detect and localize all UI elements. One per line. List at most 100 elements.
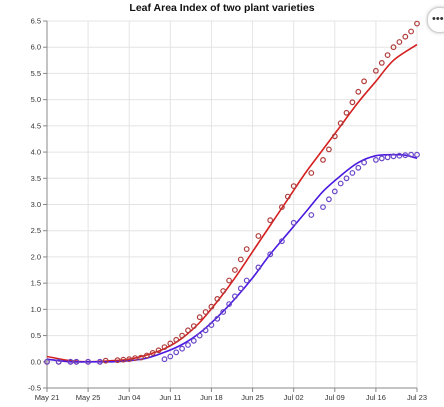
data-point-series-2 <box>308 212 315 218</box>
data-point-series-1 <box>414 20 420 27</box>
data-point-series-1 <box>267 217 274 224</box>
data-point-series-2 <box>196 332 203 339</box>
data-point-series-2 <box>343 175 350 182</box>
data-point-series-1 <box>161 344 168 351</box>
y-tick-label: 4.0 <box>31 148 41 157</box>
data-point-series-1 <box>231 267 238 273</box>
data-point-series-1 <box>331 133 338 140</box>
data-point-series-2 <box>373 156 379 163</box>
data-point-series-2 <box>179 345 186 352</box>
data-point-series-2 <box>402 152 409 159</box>
data-point-series-1 <box>373 67 379 74</box>
data-point-series-2 <box>243 277 250 284</box>
data-point-series-1 <box>237 256 244 263</box>
y-tick-label: 0.0 <box>31 357 41 366</box>
tick-label-layer: -0.5 0.0 0.5 1.0 1.5 2.0 2.5 3.0 3.5 4.0 4.5 5.0 5.5… <box>28 17 427 403</box>
data-point-series-1 <box>320 156 326 163</box>
data-point-series-1 <box>243 246 250 253</box>
data-point-series-2 <box>202 327 209 334</box>
x-tick-label: Jun 11 <box>159 393 181 402</box>
data-point-series-2 <box>326 196 332 203</box>
axis-layer <box>43 20 418 392</box>
data-point-series-1 <box>349 99 356 106</box>
data-point-series-1 <box>149 350 156 356</box>
y-tick-label: 4.5 <box>31 121 41 130</box>
x-tick-label: Jun 04 <box>118 393 141 402</box>
x-tick-label: Jul 16 <box>366 393 386 402</box>
data-point-series-1 <box>279 204 285 211</box>
data-point-series-2 <box>255 264 262 271</box>
data-point-series-1 <box>155 347 162 354</box>
data-point-series-1 <box>255 233 262 239</box>
data-point-series-2 <box>85 358 91 365</box>
data-point-series-1 <box>290 183 297 190</box>
y-tick-label: 5.0 <box>31 95 41 104</box>
data-point-series-1 <box>308 170 315 176</box>
data-point-series-2 <box>384 154 391 161</box>
data-point-series-1 <box>226 277 233 284</box>
chart-menu-button[interactable]: ••• <box>427 7 444 33</box>
data-point-series-2 <box>167 353 174 360</box>
y-tick-label: 2.5 <box>31 226 41 235</box>
data-point-series-1 <box>120 356 127 363</box>
x-tick-label: Jun 18 <box>200 393 223 402</box>
data-point-series-1 <box>202 309 209 315</box>
data-point-series-2 <box>408 151 415 158</box>
data-point-series-2 <box>96 358 103 365</box>
data-point-series-1 <box>167 340 174 347</box>
chart-title: Leaf Area Index of two plant varieties <box>129 2 315 14</box>
data-point-series-2 <box>390 153 397 160</box>
data-point-series-2 <box>378 155 385 162</box>
data-point-series-1 <box>284 193 291 200</box>
data-point-series-1 <box>408 28 415 35</box>
x-tick-label: Jul 23 <box>407 393 427 402</box>
data-point-series-2 <box>161 356 168 363</box>
data-point-series-2 <box>226 301 233 308</box>
data-point-series-2 <box>208 322 215 329</box>
data-point-series-1 <box>402 33 409 40</box>
fit-line-2 <box>46 153 418 363</box>
data-point-series-1 <box>179 332 186 339</box>
x-tick-label: Jun 25 <box>241 393 264 402</box>
data-point-series-1 <box>126 356 133 363</box>
data-point-series-1 <box>114 357 121 364</box>
data-point-series-1 <box>185 327 191 334</box>
y-tick-label: 3.0 <box>31 200 41 209</box>
data-point-series-1 <box>102 357 109 364</box>
data-point-series-2 <box>290 219 297 226</box>
fit-line-1 <box>46 43 418 363</box>
data-point-series-2 <box>361 159 368 166</box>
data-point-series-2 <box>173 349 180 356</box>
data-point-series-1 <box>384 52 391 58</box>
y-tick-label: 2.0 <box>31 252 41 261</box>
data-point-series-2 <box>355 164 362 171</box>
data-point-series-1 <box>396 39 403 45</box>
data-point-series-1 <box>361 78 368 85</box>
data-point-series-2 <box>67 358 74 365</box>
x-tick-label: May 25 <box>76 393 101 402</box>
data-point-series-1 <box>190 323 197 330</box>
data-point-series-1 <box>390 44 397 51</box>
data-point-series-2 <box>190 337 197 344</box>
data-point-series-2 <box>337 180 344 187</box>
data-point-series-1 <box>337 120 344 127</box>
data-point-series-1 <box>132 355 139 362</box>
data-point-series-1 <box>214 296 221 302</box>
y-tick-label: 5.5 <box>31 69 41 78</box>
y-tick-label: 1.5 <box>31 279 41 288</box>
data-point-series-2 <box>396 152 403 159</box>
data-point-series-2 <box>231 293 238 300</box>
data-point-series-2 <box>73 358 80 365</box>
data-point-series-1 <box>173 336 180 343</box>
data-point-series-1 <box>220 288 227 294</box>
data-point-series-2 <box>220 309 227 315</box>
x-tick-label: Jul 09 <box>325 393 345 402</box>
line-layer <box>46 43 418 363</box>
data-point-series-1 <box>138 354 144 361</box>
data-point-series-2 <box>44 358 50 365</box>
data-point-series-2 <box>414 151 420 158</box>
data-point-series-2 <box>55 358 62 365</box>
grid-layer <box>46 20 418 389</box>
data-point-series-2 <box>237 285 244 292</box>
